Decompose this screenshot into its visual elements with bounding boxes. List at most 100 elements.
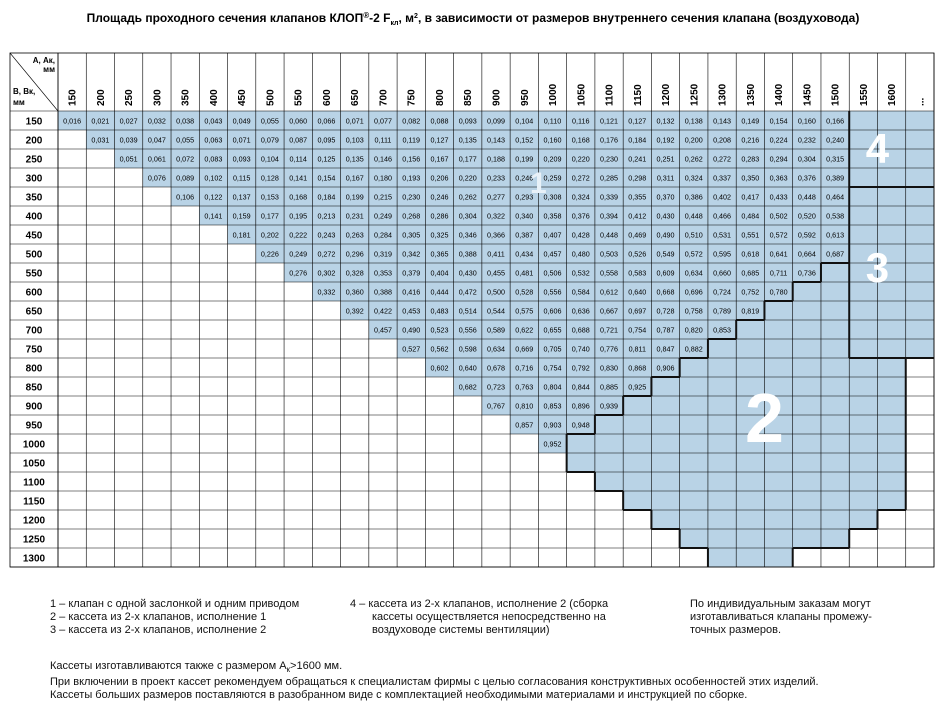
cell-shade <box>736 111 765 130</box>
cell-shade <box>368 168 398 187</box>
cell-shade <box>905 149 934 168</box>
cell-value: 0,664 <box>798 250 816 259</box>
cell-value: 0,510 <box>685 231 703 240</box>
row-header: 700 <box>26 326 43 337</box>
cell-shade <box>368 301 398 320</box>
cell-shade <box>792 282 821 301</box>
row-header: 550 <box>26 269 43 280</box>
cell-value: 0,063 <box>204 136 222 145</box>
cell-value: 0,595 <box>713 250 731 259</box>
cell-shade <box>368 206 398 225</box>
row-header: 350 <box>26 193 43 204</box>
row-header: 450 <box>26 231 43 242</box>
cell-value: 0,043 <box>204 117 222 126</box>
cell-shade <box>849 472 878 491</box>
cell-shade <box>453 244 482 263</box>
cell-value: 0,484 <box>741 212 759 221</box>
cell-shade <box>679 111 708 130</box>
cell-shade <box>510 263 539 282</box>
cell-shade <box>820 301 850 320</box>
cell-shade <box>707 244 737 263</box>
cell-shade <box>453 263 482 282</box>
column-header: 300 <box>152 89 163 106</box>
cell-value: 0,202 <box>261 231 279 240</box>
cell-shade <box>736 396 765 415</box>
cell-shade <box>255 225 285 244</box>
cell-shade <box>877 491 906 510</box>
cell-shade <box>679 244 708 263</box>
cell-shade <box>679 529 708 548</box>
cell-value: 0,407 <box>544 231 562 240</box>
cell-value: 0,502 <box>770 212 788 221</box>
cell-shade <box>736 263 765 282</box>
cell-shade <box>764 282 793 301</box>
cell-shade <box>538 149 567 168</box>
cell-value: 0,230 <box>402 193 420 202</box>
cell-value: 0,448 <box>600 231 618 240</box>
cell-shade <box>594 263 624 282</box>
cell-value: 0,528 <box>515 288 533 297</box>
cell-value: 0,284 <box>374 231 392 240</box>
cell-shade <box>171 187 200 206</box>
column-header: 250 <box>124 89 135 106</box>
cell-shade <box>651 149 680 168</box>
cell-value: 0,952 <box>544 440 562 449</box>
column-header: 150 <box>68 89 79 106</box>
cell-shade <box>792 187 821 206</box>
cell-shade <box>397 225 426 244</box>
column-header: 500 <box>265 89 276 106</box>
cell-value: 0,243 <box>317 231 335 240</box>
cell-shade <box>594 472 624 491</box>
cell-shade <box>312 244 341 263</box>
cell-value: 0,804 <box>544 383 562 392</box>
cell-value: 0,752 <box>741 288 759 297</box>
cell-shade <box>651 358 680 377</box>
column-header: 1100 <box>605 84 616 106</box>
cell-shade <box>764 111 793 130</box>
cell-shade <box>707 472 737 491</box>
cell-shade <box>453 187 482 206</box>
cell-shade <box>453 111 482 130</box>
cell-shade <box>397 282 426 301</box>
cell-value: 0,903 <box>544 421 562 430</box>
cell-shade <box>397 301 426 320</box>
cell-shade <box>877 415 906 434</box>
cell-value: 0,156 <box>402 155 420 164</box>
cell-shade <box>651 434 680 453</box>
legend-middle: 4 – кассета из 2-х клапанов, исполнение … <box>350 598 608 637</box>
cell-shade <box>849 339 878 358</box>
cell-value: 0,448 <box>798 193 816 202</box>
row-header: 900 <box>26 402 43 413</box>
cell-value: 0,332 <box>317 288 335 297</box>
cell-shade <box>764 168 793 187</box>
cell-shade <box>820 225 850 244</box>
cell-shade <box>736 225 765 244</box>
title: Площадь проходного сечения клапанов КЛОП… <box>87 11 860 27</box>
cell-shade <box>227 187 256 206</box>
cell-value: 0,736 <box>798 269 816 278</box>
cell-shade <box>368 149 398 168</box>
cell-value: 0,122 <box>204 193 222 202</box>
cell-value: 0,444 <box>430 288 448 297</box>
cell-value: 0,572 <box>685 250 703 259</box>
cell-value: 0,087 <box>289 136 307 145</box>
column-header: 1200 <box>661 83 672 106</box>
cell-value: 0,353 <box>374 269 392 278</box>
cell-value: 0,763 <box>515 383 533 392</box>
cell-shade <box>538 377 567 396</box>
cell-shade <box>86 130 115 149</box>
cell-value: 0,787 <box>657 326 675 335</box>
column-header: 1600 <box>887 83 898 106</box>
cell-value: 0,388 <box>374 288 392 297</box>
cell-value: 0,379 <box>402 269 420 278</box>
cell-shade <box>792 491 821 510</box>
cell-shade <box>114 130 143 149</box>
zone-label: 1 <box>530 167 547 200</box>
cell-shade <box>820 111 850 130</box>
cell-value: 0,389 <box>826 174 844 183</box>
cell-shade <box>764 206 793 225</box>
cell-shade <box>679 149 708 168</box>
cell-shade <box>510 358 539 377</box>
cell-shade <box>199 187 228 206</box>
column-header: 1150 <box>633 84 644 106</box>
